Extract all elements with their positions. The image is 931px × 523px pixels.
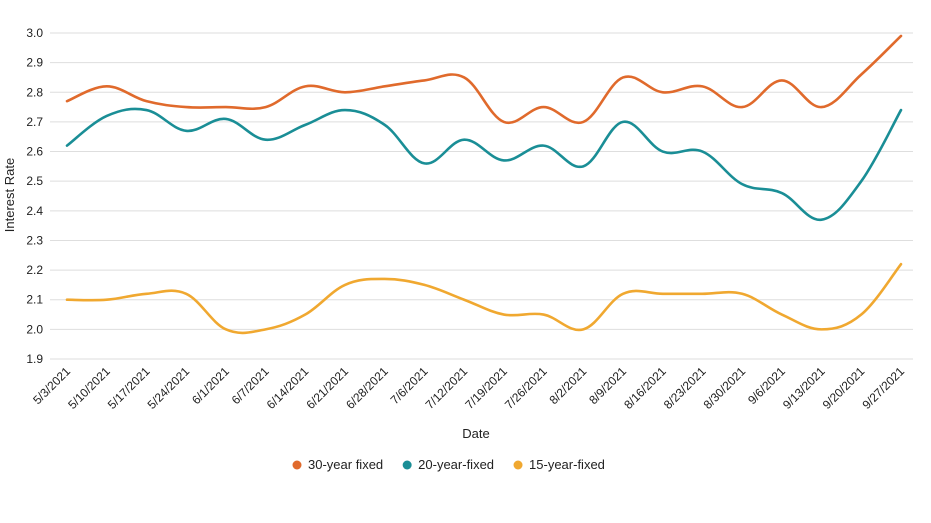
legend-label: 30-year fixed <box>308 457 383 472</box>
legend-marker <box>513 460 523 470</box>
y-tick-label: 1.9 <box>26 352 43 366</box>
series-line-2 <box>65 262 903 335</box>
x-tick-label: 8/23/2021 <box>661 364 709 412</box>
y-tick-label: 2.4 <box>26 204 43 218</box>
x-tick-label: 6/21/2021 <box>303 364 351 412</box>
series-line-0 <box>65 34 903 125</box>
x-tick-label: 6/28/2021 <box>343 364 391 412</box>
x-tick-label: 8/2/2021 <box>546 364 589 407</box>
x-tick-label: 5/10/2021 <box>65 364 113 412</box>
series-line-1 <box>65 107 903 222</box>
legend: 30-year fixed 20-year-fixed 15-year-fixed <box>292 457 605 472</box>
x-tick-label: 9/27/2021 <box>859 364 907 412</box>
legend-label: 15-year-fixed <box>529 457 605 472</box>
x-tick-label: 6/1/2021 <box>189 364 232 407</box>
y-tick-label: 2.1 <box>26 293 43 307</box>
x-tick-label: 7/26/2021 <box>502 364 550 412</box>
y-tick-label: 2.2 <box>26 263 43 277</box>
x-tick-label: 9/13/2021 <box>780 364 828 412</box>
y-tick-label: 2.3 <box>26 233 43 247</box>
legend-marker <box>292 460 302 470</box>
x-axis-title: Date <box>462 426 489 441</box>
y-axis-title: Interest Rate <box>2 158 17 232</box>
x-axis-ticks: 5/3/20215/10/20215/17/20215/24/20216/1/2… <box>30 364 907 412</box>
x-tick-label: 8/30/2021 <box>701 364 749 412</box>
x-tick-label: 9/20/2021 <box>820 364 868 412</box>
x-tick-label: 5/17/2021 <box>105 364 153 412</box>
y-axis-ticks: 1.9 2.0 2.1 2.2 2.3 2.4 2.5 2.6 2.7 2.8 2.9 3.0 <box>26 26 43 366</box>
y-tick-label: 2.5 <box>26 174 43 188</box>
gridlines <box>50 32 913 360</box>
series-lines <box>65 34 903 335</box>
x-tick-label: 8/16/2021 <box>621 364 669 412</box>
x-tick-label: 7/12/2021 <box>423 364 471 412</box>
x-tick-label: 7/19/2021 <box>462 364 510 412</box>
y-tick-label: 2.0 <box>26 322 43 336</box>
y-tick-label: 3.0 <box>26 26 43 40</box>
legend-label: 20-year-fixed <box>418 457 494 472</box>
y-tick-label: 2.7 <box>26 115 43 129</box>
x-tick-label: 6/14/2021 <box>264 364 312 412</box>
legend-marker <box>402 460 412 470</box>
y-tick-label: 2.6 <box>26 145 43 159</box>
y-tick-label: 2.9 <box>26 56 43 70</box>
y-tick-label: 2.8 <box>26 85 43 99</box>
x-tick-label: 5/24/2021 <box>145 364 193 412</box>
